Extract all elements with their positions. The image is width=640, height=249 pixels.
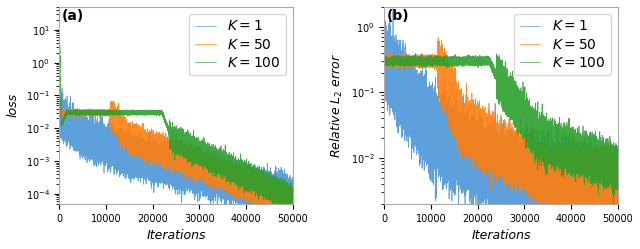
$K=50$ bbox=[521, 156, 529, 159]
$K=100$ bbox=[289, 199, 297, 202]
$K=1$ bbox=[470, 155, 477, 158]
$K=50$ bbox=[507, 157, 515, 160]
$K=1$ bbox=[507, 180, 515, 183]
$K=100$ bbox=[145, 111, 153, 114]
$K=50$ bbox=[380, 18, 388, 21]
$K=1$ bbox=[436, 138, 444, 141]
$K=50$ bbox=[56, 112, 63, 115]
X-axis label: Iterations: Iterations bbox=[471, 229, 531, 242]
$K=1$ bbox=[380, 60, 388, 62]
$K=100$ bbox=[72, 112, 79, 115]
$K=1$ bbox=[72, 141, 79, 144]
$K=1$ bbox=[289, 189, 297, 192]
$K=1$ bbox=[521, 162, 529, 165]
$K=1$ bbox=[112, 164, 120, 167]
Line: $K=50$: $K=50$ bbox=[384, 20, 618, 221]
Text: (a): (a) bbox=[61, 9, 84, 23]
$K=100$ bbox=[182, 150, 190, 153]
Line: $K=1$: $K=1$ bbox=[60, 88, 293, 227]
$K=100$ bbox=[285, 212, 292, 215]
$K=1$ bbox=[283, 226, 291, 229]
$K=1$ bbox=[389, 7, 397, 10]
$K=100$ bbox=[470, 59, 477, 62]
$K=1$ bbox=[229, 176, 237, 179]
$K=50$ bbox=[196, 167, 204, 170]
$K=50$ bbox=[554, 199, 561, 202]
$K=50$ bbox=[380, 22, 388, 25]
$K=50$ bbox=[110, 99, 118, 102]
$K=50$ bbox=[614, 177, 621, 180]
X-axis label: Iterations: Iterations bbox=[147, 229, 206, 242]
$K=100$ bbox=[554, 136, 561, 139]
$K=100$ bbox=[229, 173, 237, 176]
$K=100$ bbox=[396, 59, 404, 62]
$K=100$ bbox=[521, 112, 529, 115]
$K=50$ bbox=[470, 110, 477, 113]
$K=50$ bbox=[289, 207, 297, 210]
$K=1$ bbox=[554, 162, 561, 165]
$K=50$ bbox=[436, 74, 444, 77]
$K=1$ bbox=[182, 168, 190, 171]
$K=100$ bbox=[507, 100, 515, 103]
$K=50$ bbox=[145, 138, 153, 141]
Legend: $K=1$, $K=50$, $K=100$: $K=1$, $K=50$, $K=100$ bbox=[514, 14, 611, 75]
$K=100$ bbox=[196, 155, 204, 158]
$K=100$ bbox=[380, 26, 388, 29]
$K=50$ bbox=[559, 219, 567, 222]
$K=100$ bbox=[112, 111, 120, 114]
$K=50$ bbox=[284, 220, 292, 223]
$K=100$ bbox=[609, 203, 617, 206]
$K=50$ bbox=[182, 159, 190, 162]
$K=50$ bbox=[112, 118, 120, 121]
Line: $K=1$: $K=1$ bbox=[384, 8, 618, 249]
Legend: $K=1$, $K=50$, $K=100$: $K=1$, $K=50$, $K=100$ bbox=[189, 14, 286, 75]
$K=1$ bbox=[58, 86, 66, 89]
Text: (b): (b) bbox=[387, 9, 409, 23]
$K=50$ bbox=[396, 59, 404, 62]
Y-axis label: loss: loss bbox=[7, 93, 20, 118]
Line: $K=100$: $K=100$ bbox=[60, 29, 293, 213]
$K=50$ bbox=[72, 112, 79, 115]
Line: $K=100$: $K=100$ bbox=[384, 27, 618, 205]
$K=1$ bbox=[56, 111, 63, 114]
$K=50$ bbox=[229, 188, 237, 191]
$K=1$ bbox=[520, 247, 528, 249]
Line: $K=50$: $K=50$ bbox=[60, 101, 293, 221]
$K=100$ bbox=[614, 165, 621, 168]
$K=100$ bbox=[436, 60, 444, 63]
$K=1$ bbox=[196, 169, 204, 172]
$K=1$ bbox=[145, 154, 153, 157]
$K=1$ bbox=[614, 201, 621, 204]
$K=1$ bbox=[396, 112, 404, 115]
$K=100$ bbox=[380, 25, 388, 28]
$K=100$ bbox=[56, 27, 63, 30]
Y-axis label: Relative $L_2$ error: Relative $L_2$ error bbox=[329, 53, 345, 158]
